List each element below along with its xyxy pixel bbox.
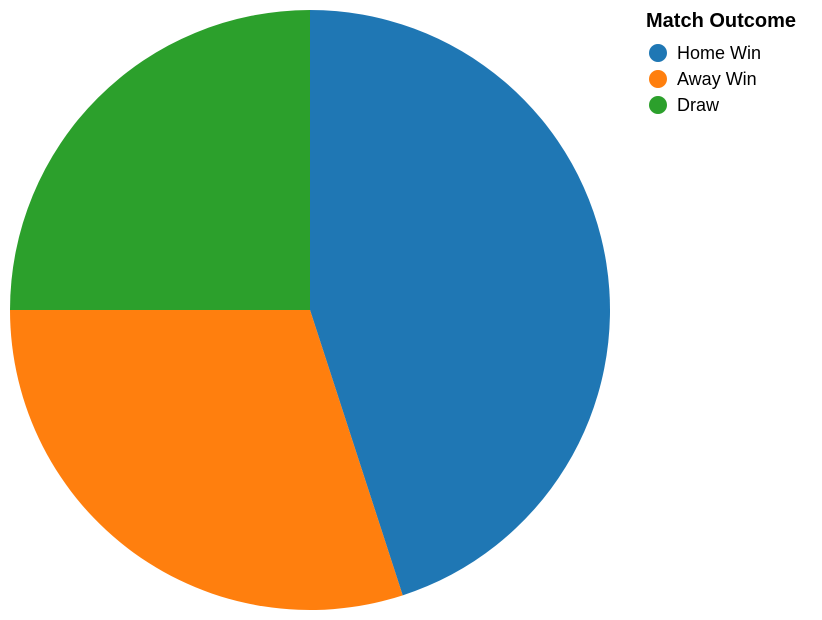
pie-slice-home-win [310,9,611,596]
legend-items: Home Win Away Win Draw [649,43,761,115]
legend-label: Away Win [677,69,757,89]
legend-item-away-win: Away Win [649,69,757,89]
legend-swatch [649,96,667,114]
legend: Match Outcome Home Win Away Win Draw [646,10,796,115]
pie-slice-away-win [10,310,403,611]
pie-slice-draw [10,10,310,310]
pie-slices [10,9,611,611]
legend-swatch [649,70,667,88]
legend-item-home-win: Home Win [649,43,761,63]
legend-label: Home Win [677,43,761,63]
legend-title: Match Outcome [646,10,796,32]
legend-label: Draw [677,95,720,115]
legend-item-draw: Draw [649,95,720,115]
legend-swatch [649,44,667,62]
